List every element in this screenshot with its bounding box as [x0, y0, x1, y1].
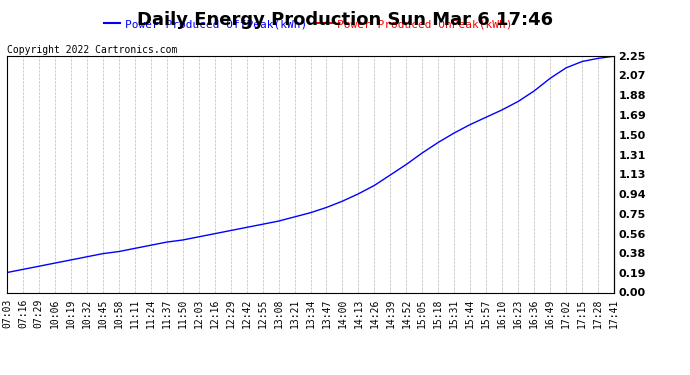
Text: Daily Energy Production Sun Mar 6 17:46: Daily Energy Production Sun Mar 6 17:46	[137, 11, 553, 29]
Legend: Power Produced OffPeak(kWh), Power Produced OnPeak(kWh): Power Produced OffPeak(kWh), Power Produ…	[104, 19, 513, 29]
Text: Copyright 2022 Cartronics.com: Copyright 2022 Cartronics.com	[7, 45, 177, 55]
